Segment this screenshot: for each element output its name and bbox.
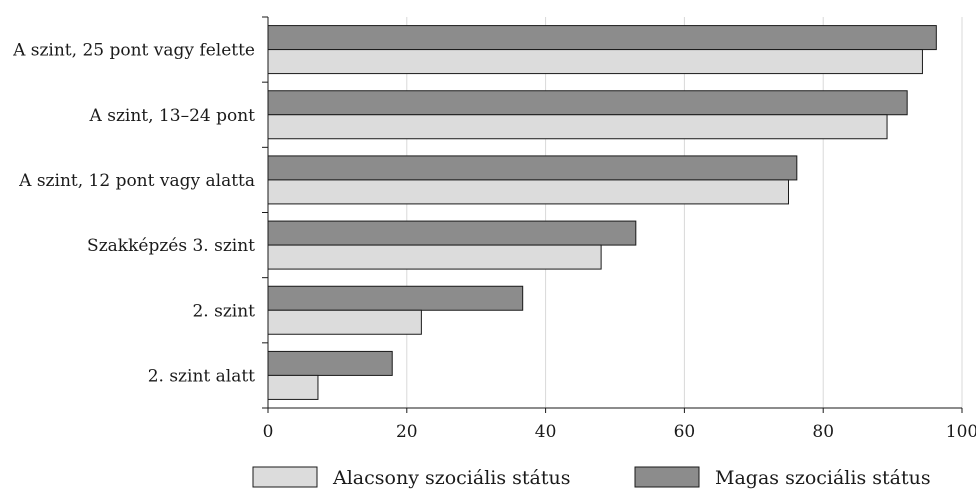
- legend-label: Alacsony szociális státus: [332, 467, 571, 489]
- bar-magas-0: [267, 25, 937, 51]
- x-tick-label: 60: [674, 422, 696, 442]
- x-tick-label: 80: [812, 422, 834, 442]
- bars: [267, 25, 937, 400]
- gridlines: [406, 17, 963, 408]
- x-tick-label: 0: [263, 422, 274, 442]
- bar-alacsony-2: [267, 179, 789, 205]
- bar-magas-3: [267, 220, 637, 246]
- axes: [262, 16, 963, 413]
- bar-magas-1: [267, 90, 908, 116]
- legend-swatch: [252, 466, 318, 488]
- x-tick-label: 100: [946, 422, 976, 442]
- legend-label: Magas szociális státus: [715, 467, 931, 489]
- legend: Alacsony szociális státus Magas szociális…: [252, 466, 931, 489]
- bar-magas-2: [267, 155, 798, 181]
- bar-magas-5: [267, 350, 393, 376]
- category-label: Szakképzés 3. szint: [87, 236, 255, 256]
- bar-alacsony-1: [267, 114, 888, 140]
- category-label: A szint, 25 pont vagy felette: [12, 41, 255, 61]
- bar-alacsony-5: [267, 374, 319, 400]
- category-label: 2. szint: [192, 301, 255, 321]
- x-tick-label: 40: [535, 422, 557, 442]
- x-tick-labels: 0 20 40 60 80 100: [263, 422, 976, 442]
- category-label: 2. szint alatt: [148, 366, 255, 386]
- category-labels: A szint, 25 pont vagy felette A szint, 13…: [12, 41, 255, 387]
- x-tick-label: 20: [396, 422, 418, 442]
- bar-alacsony-3: [267, 244, 602, 270]
- bar-alacsony-0: [267, 49, 923, 75]
- bar-magas-4: [267, 285, 524, 311]
- category-label: A szint, 12 pont vagy alatta: [18, 171, 255, 191]
- bar-alacsony-4: [267, 309, 422, 335]
- legend-swatch: [634, 466, 700, 488]
- category-label: A szint, 13–24 pont: [89, 106, 256, 126]
